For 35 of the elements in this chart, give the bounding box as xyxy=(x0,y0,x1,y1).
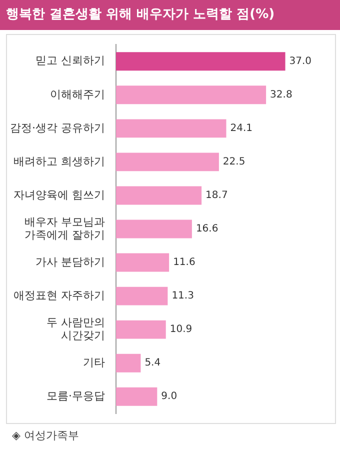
y-tick-label: 가사 분담하기 xyxy=(35,255,105,268)
bar xyxy=(116,253,170,272)
y-tick-label: 모름·무응답 xyxy=(46,389,105,402)
data-label: 10.9 xyxy=(170,324,192,336)
bar xyxy=(116,119,226,138)
y-tick-label: 애정표현 자주하기 xyxy=(13,288,105,302)
data-label: 9.0 xyxy=(161,391,178,402)
bar xyxy=(116,354,141,372)
bar xyxy=(116,52,286,71)
bar xyxy=(116,152,219,172)
data-label: 11.3 xyxy=(172,290,194,302)
y-tick-label: 기타 xyxy=(82,356,105,369)
y-tick-label: 믿고 신뢰하기 xyxy=(35,54,105,68)
text: ◈ 여성가족부 xyxy=(12,428,79,443)
bar xyxy=(116,387,158,406)
y-tick-label: 두 사람만의 시간갖기 xyxy=(46,316,105,342)
y-tick-label: 배우자 부모님과 가족에게 잘하기 xyxy=(24,215,105,242)
y-tick-label: 이해해주기 xyxy=(50,88,105,101)
data-label: 24.1 xyxy=(230,123,253,134)
bar xyxy=(116,186,202,205)
y-tick-label: 배려하고 희생하기 xyxy=(13,154,105,168)
bar xyxy=(116,86,266,104)
data-label: 11.6 xyxy=(173,257,196,268)
data-label: 5.4 xyxy=(144,358,161,369)
bar xyxy=(116,286,168,306)
bar xyxy=(116,320,166,339)
data-label: 16.6 xyxy=(196,224,218,235)
data-label: 18.7 xyxy=(206,190,228,202)
data-label: 37.0 xyxy=(289,56,312,67)
chart-title: 행복한 결혼생활 위해 배우자가 노력할 점(%) xyxy=(0,0,340,30)
data-label: 22.5 xyxy=(222,156,246,168)
data-label: 32.8 xyxy=(270,89,292,100)
y-tick-label: 자녀양육에 힘쓰기 xyxy=(13,188,105,202)
bar xyxy=(116,220,192,238)
y-tick-label: 감정·생각 공유하기 xyxy=(10,121,105,134)
